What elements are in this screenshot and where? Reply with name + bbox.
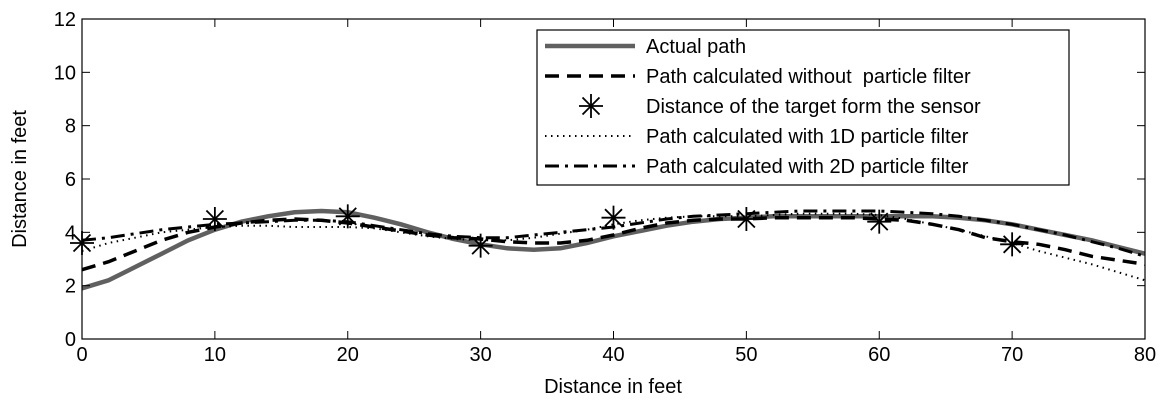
legend-label: Distance of the target form the sensor (646, 96, 981, 118)
legend: Actual path Path calculated without parti… (536, 29, 1070, 186)
legend-item: Distance of the target form the sensor (579, 94, 981, 118)
legend-label: Path calculated with 2D particle filter (646, 156, 969, 178)
legend-item: Path calculated without particle filter (545, 66, 971, 88)
legend-asterisk-icon (579, 94, 603, 118)
x-tick-label: 20 (337, 344, 359, 366)
y-tick-label: 0 (65, 329, 76, 351)
series-layer (70, 204, 1146, 291)
asterisk-marker-point (734, 207, 759, 231)
x-tick-label: 40 (602, 344, 624, 366)
legend-item: Actual path (545, 36, 746, 58)
asterisk-marker-point (1000, 232, 1025, 257)
y-tick-label: 4 (65, 222, 76, 244)
legend-item: Path calculated with 1D particle filter (545, 126, 969, 148)
x-tick-label: 10 (204, 344, 226, 366)
y-axis-label: Distance in feet (9, 110, 31, 248)
legend-label: Path calculated without particle filter (646, 66, 971, 88)
x-tick-label: 0 (76, 344, 87, 366)
legend-label: Actual path (646, 36, 746, 58)
y-tick-label: 2 (65, 276, 76, 298)
y-tick-label: 10 (54, 62, 76, 84)
legend-box (536, 29, 1070, 186)
series-line-path-calculated-with-2d-particle-filter (81, 209, 1146, 258)
axis-ticks: 0 10 20 30 40 50 60 70 80 0 2 4 6 8 10 12 (54, 9, 1156, 366)
asterisk-marker-point (335, 204, 360, 229)
y-tick-label: 12 (54, 9, 76, 31)
asterisk-marker-point (867, 209, 892, 234)
x-tick-label: 30 (470, 344, 492, 366)
legend-label: Path calculated with 1D particle filter (646, 126, 969, 148)
x-tick-label: 60 (868, 344, 890, 366)
y-tick-label: 8 (65, 116, 76, 138)
y-tick-label: 6 (65, 169, 76, 191)
legend-item: Path calculated with 2D particle filter (545, 156, 969, 178)
x-tick-label: 50 (735, 344, 757, 366)
x-tick-label: 70 (1001, 344, 1023, 366)
x-axis-label: Distance in feet (544, 376, 682, 398)
x-tick-label: 80 (1134, 344, 1156, 366)
